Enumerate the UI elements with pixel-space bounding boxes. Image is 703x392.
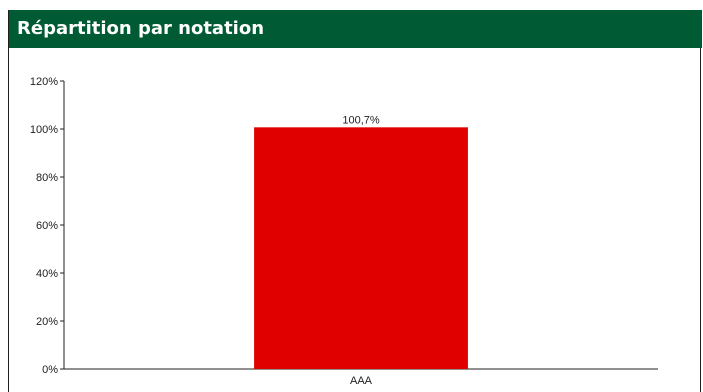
bar-data-label: 100,7% <box>342 114 380 126</box>
y-tick-label: 0% <box>42 364 58 376</box>
y-tick-label: 100% <box>30 124 58 136</box>
panel-header: Répartition par notation <box>9 10 702 48</box>
y-tick-label: 60% <box>36 220 58 232</box>
y-tick-label: 80% <box>36 172 58 184</box>
x-category-label: AAA <box>350 375 373 387</box>
chart-bars <box>254 127 468 369</box>
y-tick-label: 20% <box>36 316 58 328</box>
y-axis-ticks: 0% 20% 40% 60% 80% 100% 120% <box>30 76 64 376</box>
y-tick-label: 120% <box>30 76 58 88</box>
chart-labels: 100,7% AAA <box>342 114 380 387</box>
bar <box>254 127 468 369</box>
chart-title: Répartition par notation <box>17 18 265 39</box>
y-tick-label: 40% <box>36 268 58 280</box>
